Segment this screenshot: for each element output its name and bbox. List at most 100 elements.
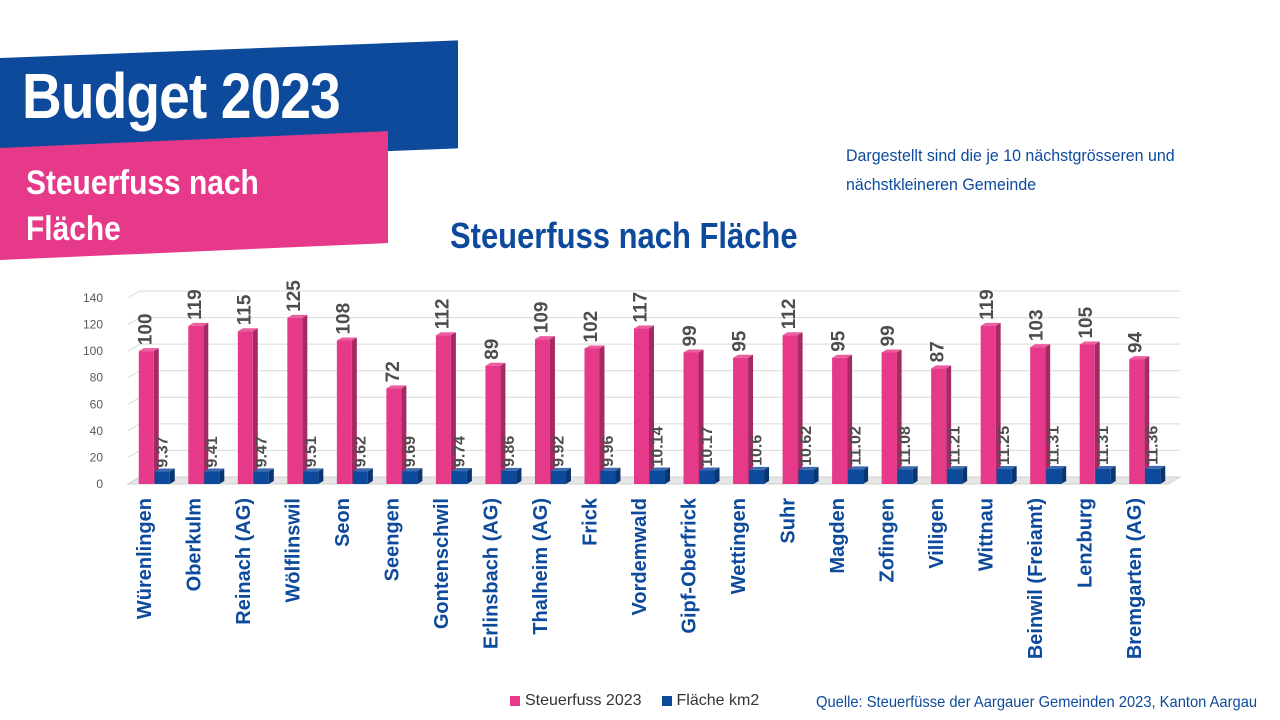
steuerfuss-bar	[485, 362, 506, 484]
steuerfuss-bar	[931, 365, 952, 484]
flaeche-bar-top	[402, 468, 423, 472]
steuerfuss-bar-side	[302, 314, 308, 484]
steuerfuss-bar-side	[203, 322, 209, 484]
flaeche-value-label: 10.17	[699, 426, 716, 466]
steuerfuss-bar-side	[1144, 356, 1150, 484]
steuerfuss-bar-front	[881, 352, 897, 484]
flaeche-bar	[303, 468, 324, 484]
flaeche-bar	[947, 466, 968, 484]
steuerfuss-bar	[634, 325, 654, 484]
steuerfuss-bar-top	[980, 322, 1001, 326]
steuerfuss-bar-side	[649, 325, 654, 484]
flaeche-bar-front	[897, 469, 913, 484]
steuerfuss-value-label: 72	[383, 361, 404, 382]
flaeche-value-label: 11.21	[947, 426, 964, 465]
category-label: Magden	[827, 498, 849, 574]
flaeche-bar-top	[501, 467, 522, 471]
steuerfuss-bar	[435, 332, 456, 484]
flaeche-value-label: 9.51	[303, 436, 320, 467]
flaeche-value-label: 11.31	[1046, 426, 1063, 465]
flaeche-bar-top	[204, 468, 225, 472]
flaeche-bar	[848, 466, 869, 484]
steuerfuss-bar-top	[931, 365, 952, 369]
steuerfuss-bar-top	[1129, 356, 1150, 360]
category-label: Vordemwald	[629, 498, 651, 615]
flaeche-bar-front	[253, 471, 269, 484]
flaeche-value-label: 9.47	[253, 436, 270, 467]
flaeche-bar-front	[352, 471, 368, 484]
steuerfuss-bar-front	[188, 325, 204, 484]
steuerfuss-bar-front	[683, 352, 699, 484]
flaeche-bar	[352, 468, 373, 484]
flaeche-bar-side	[268, 468, 274, 484]
steuerfuss-bar	[287, 314, 308, 484]
steuerfuss-bar-side	[401, 385, 407, 484]
legend-item-flaeche: Fläche km2	[661, 692, 759, 710]
steuerfuss-value-label: 95	[730, 330, 751, 352]
category-label: Oberkulm	[183, 498, 205, 591]
flaeche-value-label: 9.96	[600, 436, 617, 467]
steuerfuss-bar-side	[847, 354, 853, 484]
category-label: Bremgarten (AG)	[1124, 498, 1146, 659]
chart-wall-edge	[127, 476, 141, 485]
steuerfuss-value-label: 95	[829, 330, 850, 352]
steuerfuss-bar-top	[832, 354, 853, 358]
flaeche-value-label: 11.36	[1145, 426, 1162, 465]
flaeche-bar-front	[749, 469, 765, 484]
steuerfuss-bar-front	[138, 351, 154, 484]
steuerfuss-bar-front	[386, 388, 402, 484]
flaeche-bar	[1046, 465, 1067, 484]
flaeche-bar-side	[714, 467, 720, 484]
steuerfuss-bar-top	[1030, 344, 1051, 348]
steuerfuss-bar-side	[1094, 341, 1100, 484]
steuerfuss-bar-front	[584, 348, 600, 484]
y-tick-label: 40	[90, 424, 104, 438]
steuerfuss-bar	[386, 385, 407, 484]
steuerfuss-bar-front	[980, 325, 996, 484]
flaeche-value-label: 9.37	[154, 436, 171, 467]
gridline	[127, 317, 1180, 326]
flaeche-bar-top	[1095, 465, 1116, 469]
steuerfuss-bar-side	[946, 365, 952, 484]
steuerfuss-bar-top	[534, 336, 555, 340]
legend-swatch-steuerfuss	[510, 696, 520, 706]
category-label: Wölflinswil	[282, 498, 304, 602]
flaeche-bar-front	[303, 471, 319, 484]
flaeche-bar-top	[947, 466, 968, 470]
page-subtitle: Steuerfuss nach Fläche	[26, 164, 259, 248]
flaeche-bar-side	[466, 468, 472, 484]
flaeche-bar-front	[1095, 468, 1111, 484]
steuerfuss-bar-front	[634, 328, 649, 484]
flaeche-bar-top	[451, 468, 472, 472]
steuerfuss-bar-side	[797, 332, 803, 484]
flaeche-bar-side	[417, 468, 423, 484]
steuerfuss-bar-front	[435, 335, 451, 484]
flaeche-bar-top	[996, 466, 1017, 470]
steuerfuss-value-label: 100	[135, 313, 156, 345]
steuerfuss-value-label: 89	[482, 339, 503, 360]
flaeche-bar-front	[600, 470, 616, 484]
steuerfuss-bar-top	[435, 332, 456, 336]
steuerfuss-value-label: 119	[977, 289, 998, 320]
steuerfuss-bar-front	[1079, 344, 1095, 484]
steuerfuss-bar-top	[782, 332, 803, 336]
flaeche-bar-side	[1011, 466, 1017, 484]
steuerfuss-bar	[881, 349, 902, 484]
flaeche-bar-top	[699, 467, 720, 471]
flaeche-bar-front	[996, 469, 1012, 484]
steuerfuss-bar-top	[881, 349, 902, 353]
selection-note: Dargestellt sind die je 10 nächstgrösser…	[846, 146, 1175, 194]
steuerfuss-bar	[683, 349, 704, 484]
flaeche-bar-side	[863, 466, 869, 484]
category-label: Beinwil (Freiamt)	[1025, 498, 1047, 659]
flaeche-bar-top	[897, 466, 918, 470]
category-label: Seon	[332, 498, 354, 547]
y-tick-label: 140	[83, 291, 103, 305]
flaeche-value-label: 11.31	[1095, 426, 1112, 465]
steuerfuss-bar-top	[634, 325, 654, 329]
flaeche-bar-front	[848, 469, 864, 484]
steuerfuss-bar-side	[252, 328, 258, 484]
steuerfuss-value-label: 112	[779, 299, 800, 330]
flaeche-value-label: 11.25	[996, 426, 1013, 465]
